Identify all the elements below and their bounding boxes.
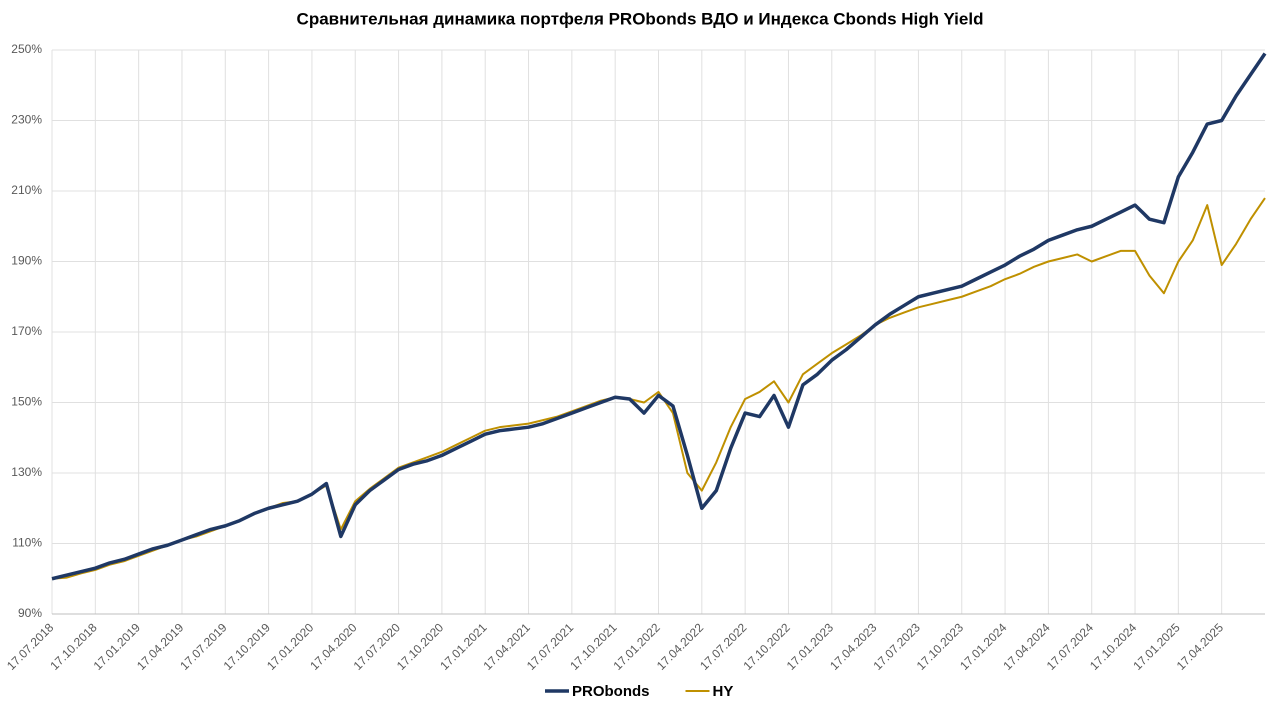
y-tick-label: 130% xyxy=(11,465,42,479)
x-tick-label: 17.04.2025 xyxy=(1174,620,1227,673)
y-tick-label: 150% xyxy=(11,395,42,409)
legend: PRObonds HY xyxy=(545,683,733,700)
y-tick-label: 250% xyxy=(11,42,42,56)
y-tick-label: 110% xyxy=(12,536,42,550)
y-tick-label: 90% xyxy=(18,606,42,620)
series-line xyxy=(51,52,1267,581)
chart-title: Сравнительная динамика портфеля PRObonds… xyxy=(297,9,984,28)
y-tick-label: 230% xyxy=(11,113,42,127)
y-tick-label: 190% xyxy=(11,254,42,268)
legend-label: PRObonds xyxy=(572,683,650,700)
y-tick-label: 170% xyxy=(11,324,42,338)
y-tick-label: 210% xyxy=(11,183,42,197)
legend-label: HY xyxy=(713,683,734,700)
